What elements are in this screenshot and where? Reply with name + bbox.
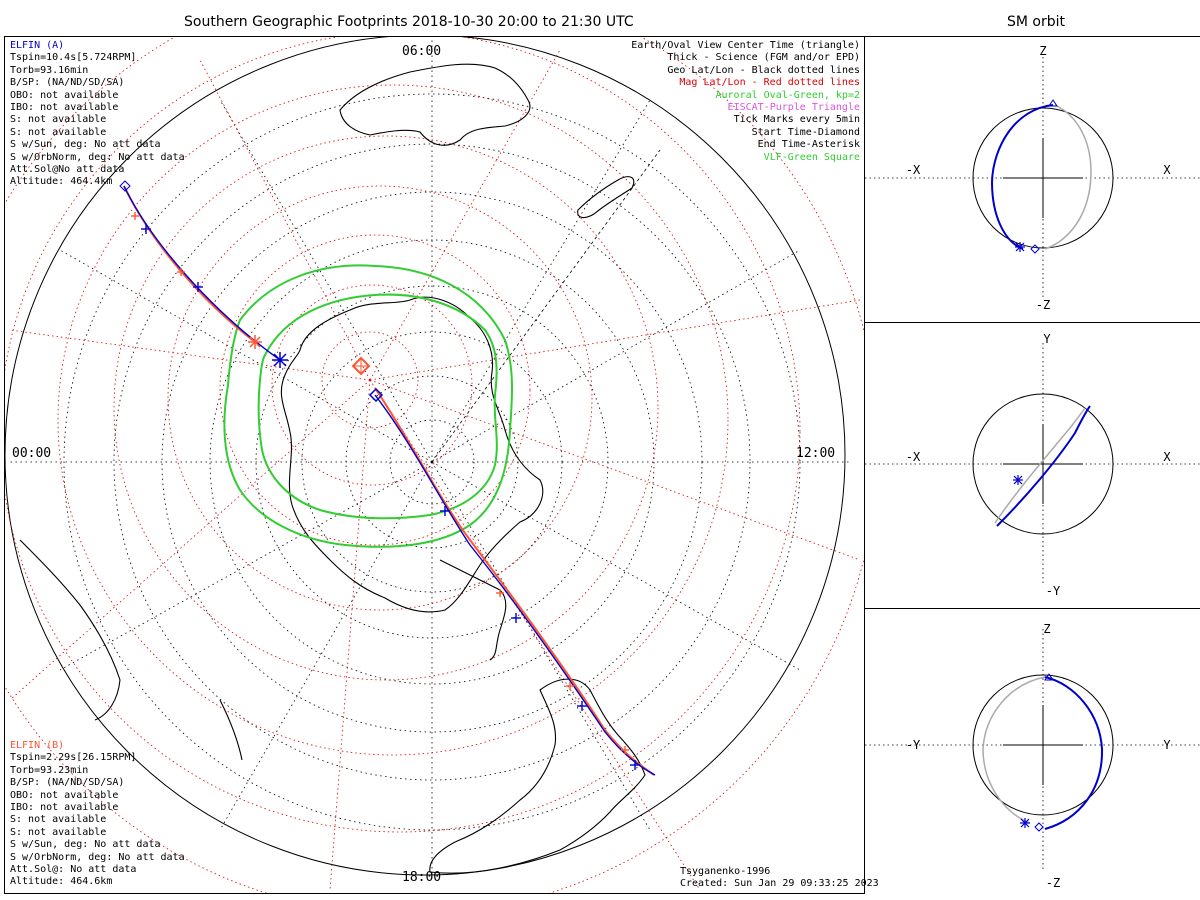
legend-entry: Start Time-Diamond	[751, 126, 860, 138]
axis-label: X	[1163, 163, 1171, 177]
legend-entry: VLF-Green Square	[763, 151, 860, 163]
orbit-elfin-a	[996, 405, 1091, 527]
map-title: Southern Geographic Footprints 2018-10-3…	[184, 14, 634, 30]
africa-coast	[19, 539, 121, 721]
elfin-a-line: S w/Sun, deg: No att data	[10, 139, 161, 151]
elfin-b-line: IBO: not available	[10, 802, 119, 814]
view-center-line	[431, 149, 661, 463]
elfin-a-line: Torb=93.16min	[10, 64, 89, 76]
axis-label: -Z	[1046, 876, 1060, 890]
legend-entry: Tick Marks every 5min	[733, 114, 860, 126]
axis-label: Y	[1043, 332, 1051, 346]
elfin-a-line: OBO: not available	[10, 89, 119, 101]
elfin-a-name: ELFIN (A)	[10, 40, 65, 51]
elfin-b-line: B/SP: (NA/ND/SD/SA)	[10, 777, 125, 789]
model-name: Tsyganenko-1996	[680, 866, 771, 877]
sm-orbit-panel-xy: Y -Y -X X	[865, 332, 1200, 598]
sm-orbit-title: SM orbit	[1007, 14, 1066, 30]
axis-label: -Z	[1036, 298, 1050, 312]
elfin-b-line: Torb=93.23min	[10, 764, 89, 776]
mag-longitude-grid	[9, 49, 861, 891]
elfin-a-info: ELFIN (A) Tspin=10.4s[5.724RPM] Torb=93.…	[10, 40, 185, 189]
elfin-a-line: S w/OrbNorm, deg: No att data	[10, 151, 185, 163]
axis-label: -X	[906, 450, 921, 464]
south-america-coast	[429, 678, 646, 874]
earth-circle	[972, 107, 1114, 249]
axis-label: -Y	[906, 738, 921, 752]
new-zealand-coast	[577, 176, 635, 219]
elfin-b-line: Att.Sol@: No att data	[10, 864, 137, 876]
axis-label: Z	[1043, 622, 1050, 636]
elfin-a-line: B/SP: (NA/ND/SD/SA)	[10, 77, 125, 89]
elfin-a-start-diamond	[368, 387, 384, 403]
elfin-b-line: Altitude: 464.6km	[10, 876, 113, 888]
sm-panel-xz-border	[864, 36, 1200, 37]
time-label-right: 12:00	[796, 446, 836, 461]
elfin-b-end-asterisk	[248, 335, 262, 349]
elfin-b-line: S: not available	[10, 826, 107, 838]
track-tick-marks	[131, 212, 640, 770]
map-footer: Tsyganenko-1996 Created: Sun Jan 29 09:3…	[680, 866, 879, 891]
axis-label: -Y	[1046, 584, 1061, 598]
antarctica-coast	[280, 296, 544, 613]
legend-entry: Geo Lat/Lon - Black dotted lines	[667, 64, 860, 76]
sm-panel-xy-border	[864, 322, 1200, 323]
coastlines	[19, 63, 646, 874]
sm-panel-yz-border	[864, 608, 1200, 609]
legend-entry: Auroral Oval-Green, kp=2	[715, 89, 861, 101]
elfin-b-line: S: not available	[10, 814, 107, 826]
legend-entry: End Time-Asterisk	[757, 139, 860, 151]
sm-orbit-panel-xz: Z -Z -X X	[865, 44, 1200, 312]
auroral-oval-outer	[223, 264, 513, 548]
legend-entry: Mag Lat/Lon - Red dotted lines	[679, 77, 860, 89]
map-legend: Earth/Oval View Center Time (triangle) T…	[631, 40, 860, 164]
elfin-a-line: S: not available	[10, 126, 107, 138]
created-timestamp: Created: Sun Jan 29 09:33:25 2023	[680, 878, 879, 890]
elfin-a-line: Tspin=10.4s[5.724RPM]	[10, 52, 137, 64]
time-label-bottom: 18:00	[402, 870, 442, 885]
elfin-b-line: S w/OrbNorm, deg: No att data	[10, 851, 185, 863]
sm-orbit-panel-yz: Z -Z -Y Y	[865, 622, 1200, 890]
orbit-elfin-a	[1044, 676, 1104, 830]
elfin-b-line: Tspin=2.29s[26.15RPM]	[10, 752, 137, 764]
axis-label: X	[1163, 450, 1171, 464]
elfin-b-name: ELFIN (B)	[10, 740, 65, 751]
mag-latitude-grid	[5, 37, 864, 893]
earth-circle	[972, 393, 1114, 535]
legend-entry: EISCAT-Purple Triangle	[727, 102, 860, 114]
elfin-b-line: S w/Sun, deg: No att data	[10, 839, 161, 851]
earth-circle	[972, 674, 1114, 816]
elfin-a-line: Att.Sol@No att data	[10, 164, 125, 176]
sm-panel-divider	[864, 36, 865, 894]
elfin-a-line: Altitude: 464.4km	[10, 176, 113, 188]
legend-entry: Earth/Oval View Center Time (triangle)	[631, 40, 860, 51]
elfin-b-info: ELFIN (B) Tspin=2.29s[26.15RPM] Torb=93.…	[10, 740, 185, 889]
elfin-a-end-asterisk	[272, 352, 288, 368]
elfin-b-line: OBO: not available	[10, 789, 119, 801]
axis-label: Y	[1163, 738, 1171, 752]
legend-entry: Thick - Science (FGM and/or EPD)	[667, 52, 860, 64]
axis-label: -X	[906, 163, 921, 177]
australia-coast	[339, 63, 531, 146]
auroral-oval-inner	[257, 293, 498, 520]
axis-label: Z	[1039, 44, 1046, 58]
elfin-a-line: IBO: not available	[10, 102, 119, 114]
elfin-a-line: S: not available	[10, 114, 107, 126]
time-label-top: 06:00	[402, 44, 442, 59]
orbit-elfin-a	[990, 104, 1054, 250]
polar-footprint-map	[5, 37, 864, 893]
auroral-ovals	[223, 264, 513, 548]
time-label-left: 00:00	[12, 446, 52, 461]
earth-limb	[5, 37, 846, 876]
